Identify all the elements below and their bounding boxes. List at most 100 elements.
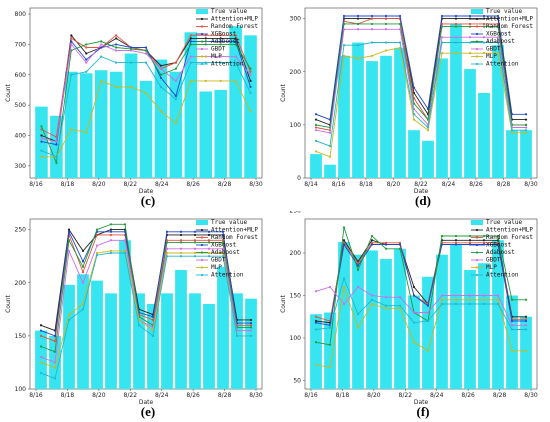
legend-label: True value xyxy=(486,219,523,226)
legend-label: MLP xyxy=(211,264,222,271)
series-point xyxy=(412,311,416,314)
series-point xyxy=(100,40,103,43)
bar-true-value xyxy=(124,53,138,178)
series-point xyxy=(144,46,148,49)
series-point xyxy=(39,334,43,337)
series-point xyxy=(482,25,486,28)
series-point xyxy=(85,52,88,55)
x-tick-label: 8/30 xyxy=(249,392,263,399)
x-tick-label: 8/30 xyxy=(249,181,263,188)
series-point xyxy=(204,34,207,37)
x-tick-label: 8/24 xyxy=(155,392,169,399)
y-tick-label: 150 xyxy=(15,333,27,340)
series-point xyxy=(454,239,458,242)
y-tick-label: 250 xyxy=(15,227,27,234)
legend-swatch-point xyxy=(200,55,204,58)
series-point xyxy=(482,298,486,301)
series-point xyxy=(510,129,514,132)
series-point xyxy=(510,319,514,323)
legend-swatch-point xyxy=(475,273,479,277)
series-point xyxy=(204,79,207,82)
series-point xyxy=(115,85,118,89)
series-point xyxy=(482,243,486,246)
series-point xyxy=(370,17,374,20)
series-line-adaboost xyxy=(315,227,526,346)
series-point xyxy=(496,234,500,238)
legend-swatch-point xyxy=(475,25,479,28)
bar-true-value xyxy=(231,293,243,389)
series-point xyxy=(524,349,528,352)
legend-label: MLP xyxy=(486,264,497,271)
x-tick-label: 8/22 xyxy=(124,392,138,399)
series-point xyxy=(115,61,118,64)
series-point xyxy=(109,223,113,226)
series-point xyxy=(482,294,486,297)
series-point xyxy=(482,52,486,55)
x-tick-label: 8/18 xyxy=(61,392,75,399)
series-point xyxy=(85,58,88,61)
x-tick-label: 8/24 xyxy=(155,181,169,188)
series-point xyxy=(468,243,472,246)
series-point xyxy=(356,22,360,26)
series-point xyxy=(159,76,163,79)
bar-true-value xyxy=(520,130,532,178)
series-point xyxy=(221,251,225,255)
series-point xyxy=(193,255,197,258)
series-point xyxy=(356,285,360,289)
series-point xyxy=(221,241,225,244)
series-point xyxy=(314,364,318,367)
legend-label: MLP xyxy=(486,53,497,60)
series-point xyxy=(109,239,113,242)
series-point xyxy=(67,313,71,316)
series-point xyxy=(384,304,388,307)
series-point xyxy=(219,61,222,64)
series-point xyxy=(115,46,118,49)
legend-label: True value xyxy=(486,8,523,15)
x-tick-label: 8/20 xyxy=(92,181,106,188)
series-point xyxy=(524,113,528,116)
series-point xyxy=(189,37,192,40)
series-point xyxy=(159,67,163,70)
series-point xyxy=(510,131,514,134)
series-point xyxy=(189,34,192,37)
legend-swatch-point xyxy=(475,251,479,254)
legend-swatch-point xyxy=(475,258,479,262)
series-point xyxy=(174,97,177,101)
series-point xyxy=(70,128,73,131)
series-point xyxy=(85,70,88,73)
series-point xyxy=(165,255,169,258)
series-point xyxy=(482,302,486,306)
series-point xyxy=(524,318,528,321)
series-point xyxy=(81,260,85,263)
plot-frame xyxy=(29,218,263,390)
legend-swatch-point xyxy=(200,243,204,247)
series-point xyxy=(314,328,318,331)
series-point xyxy=(144,91,148,95)
series-point xyxy=(468,17,472,20)
series-point xyxy=(221,247,225,250)
series-point xyxy=(454,241,458,244)
bar-true-value xyxy=(436,58,448,178)
series-point xyxy=(81,281,85,284)
y-tick-label: 300 xyxy=(290,16,302,23)
series-point xyxy=(342,243,346,246)
x-tick-label: 8/22 xyxy=(399,392,413,399)
series-point xyxy=(219,40,222,43)
series-point xyxy=(109,249,113,252)
series-point xyxy=(384,296,388,299)
bar-true-value xyxy=(408,130,420,178)
series-point xyxy=(510,349,514,352)
series-point xyxy=(398,241,402,244)
series-point xyxy=(219,43,222,46)
series-point xyxy=(440,302,444,306)
bar-true-value xyxy=(310,314,322,389)
bar-true-value xyxy=(492,45,504,178)
series-point xyxy=(193,251,197,255)
legend-label: GBDT xyxy=(211,257,226,264)
series-point xyxy=(39,324,43,327)
series-point xyxy=(468,234,472,238)
series-point xyxy=(440,36,444,39)
series-point xyxy=(129,47,133,51)
series-point xyxy=(55,140,58,143)
series-point xyxy=(370,54,374,57)
